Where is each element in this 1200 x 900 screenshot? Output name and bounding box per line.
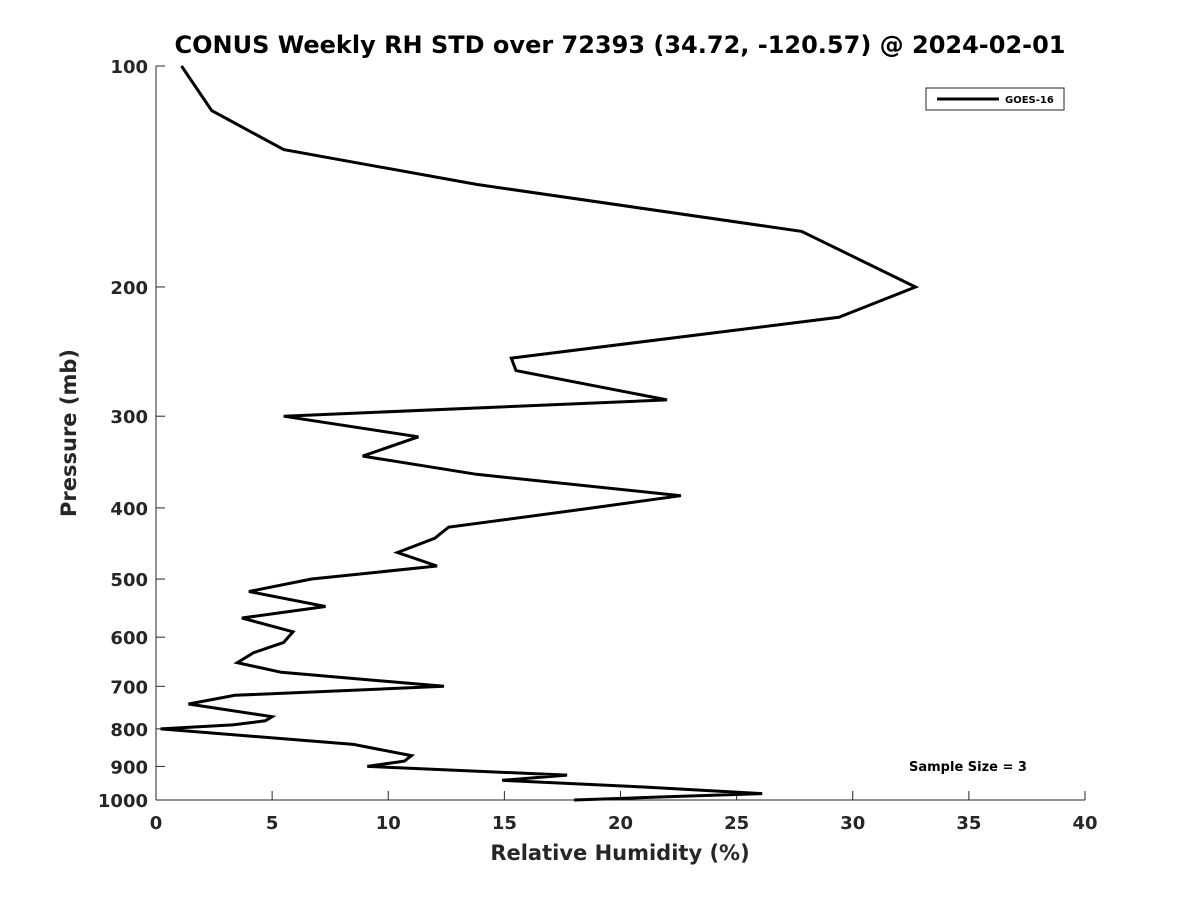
y-tick-label: 800 xyxy=(110,720,148,741)
y-tick-label: 700 xyxy=(110,677,148,698)
legend-label: GOES-16 xyxy=(1005,95,1054,106)
x-tick-label: 0 xyxy=(150,813,163,834)
x-tick-label: 40 xyxy=(1072,813,1097,834)
sample-size-annotation: Sample Size = 3 xyxy=(909,760,1027,775)
x-tick-label: 15 xyxy=(492,813,517,834)
y-tick-label: 400 xyxy=(110,499,148,520)
x-ticks: 0 5 10 15 20 25 30 35 40 xyxy=(150,791,1098,834)
x-tick-label: 25 xyxy=(724,813,749,834)
y-tick-label: 300 xyxy=(110,407,148,428)
legend: GOES-16 xyxy=(925,87,1065,111)
y-tick-label: 200 xyxy=(110,278,148,299)
x-tick-label: 5 xyxy=(266,813,279,834)
y-axis-label: Pressure (mb) xyxy=(57,349,81,517)
y-tick-label: 600 xyxy=(110,628,148,649)
y-ticks: 100 200 300 400 500 600 700 800 900 1000 xyxy=(98,57,165,812)
x-tick-label: 35 xyxy=(956,813,981,834)
y-tick-label: 900 xyxy=(110,757,148,778)
x-tick-label: 30 xyxy=(840,813,865,834)
x-axis-label: Relative Humidity (%) xyxy=(490,841,749,865)
chart-title: CONUS Weekly RH STD over 72393 (34.72, -… xyxy=(174,31,1065,59)
x-tick-label: 20 xyxy=(608,813,633,834)
y-tick-label: 500 xyxy=(110,570,148,591)
series-group xyxy=(160,65,920,802)
y-tick-label: 1000 xyxy=(98,791,148,812)
y-tick-label: 100 xyxy=(110,57,148,78)
series-line-1 xyxy=(160,65,920,802)
plot-area xyxy=(155,66,1085,801)
x-tick-label: 10 xyxy=(376,813,401,834)
